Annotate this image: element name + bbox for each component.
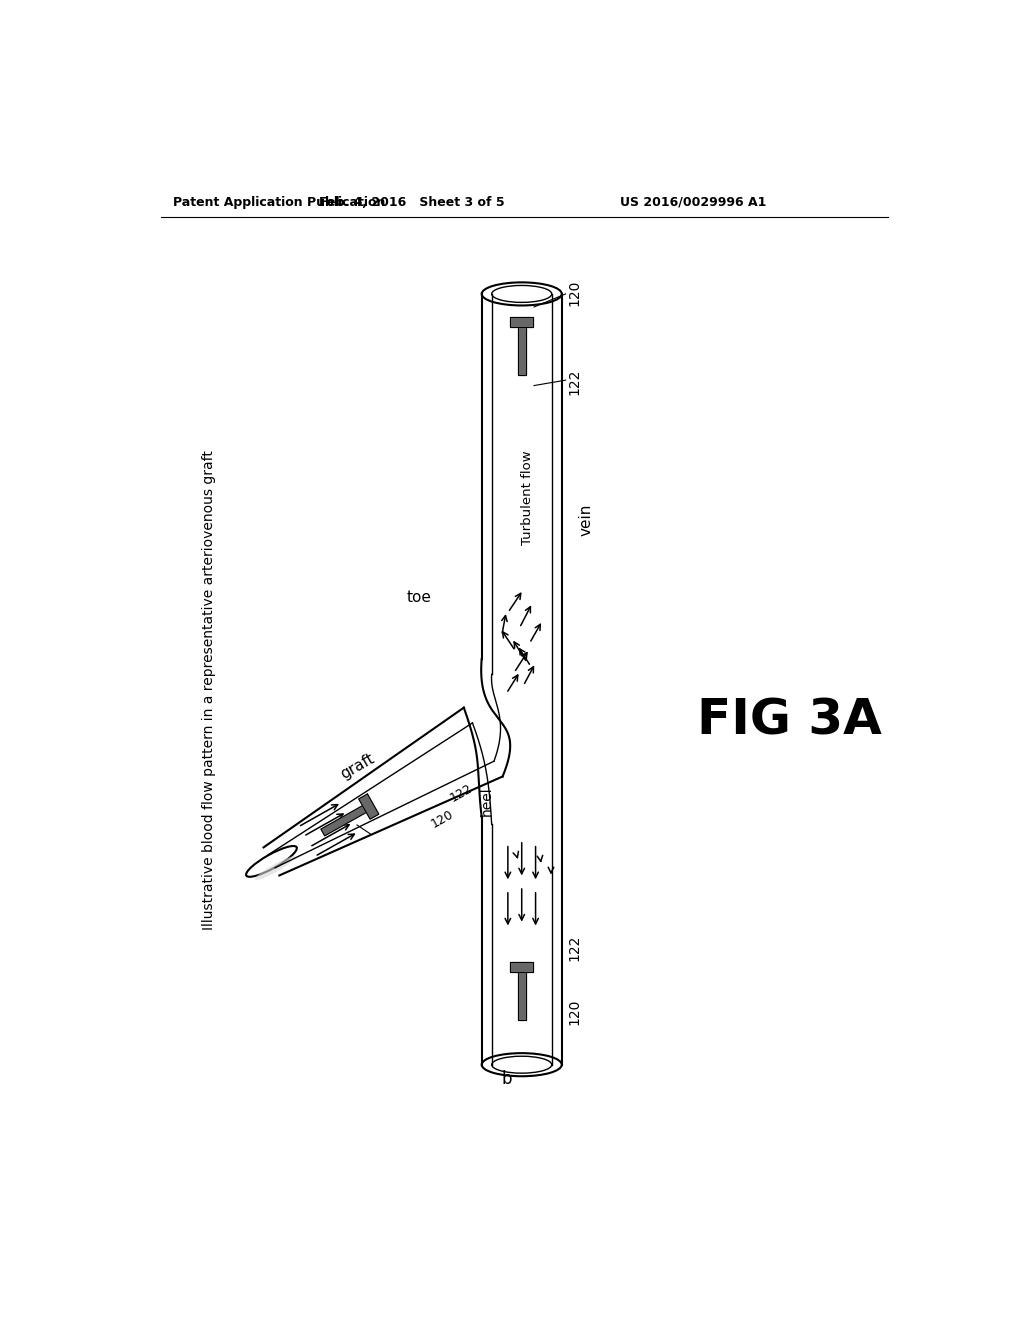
- Polygon shape: [518, 972, 525, 1019]
- Text: Feb. 4, 2016   Sheet 3 of 5: Feb. 4, 2016 Sheet 3 of 5: [318, 195, 505, 209]
- Text: 122: 122: [449, 783, 475, 805]
- Ellipse shape: [255, 857, 296, 880]
- Text: 120: 120: [429, 808, 456, 830]
- Text: heel: heel: [479, 787, 494, 816]
- Text: US 2016/0029996 A1: US 2016/0029996 A1: [620, 195, 766, 209]
- Text: Turbulent flow: Turbulent flow: [521, 450, 535, 545]
- Text: 122: 122: [567, 368, 582, 395]
- Text: vein: vein: [579, 504, 594, 536]
- Text: graft: graft: [338, 751, 378, 783]
- Polygon shape: [510, 317, 534, 327]
- Text: toe: toe: [407, 590, 432, 605]
- Polygon shape: [518, 327, 525, 375]
- Text: 120: 120: [567, 998, 582, 1024]
- Text: Illustrative blood flow pattern in a representative arteriovenous graft: Illustrative blood flow pattern in a rep…: [202, 450, 216, 929]
- Text: FIG 3A: FIG 3A: [696, 697, 882, 744]
- Text: 120: 120: [567, 280, 582, 306]
- Polygon shape: [321, 805, 367, 836]
- Text: b: b: [501, 1069, 512, 1088]
- Text: 122: 122: [567, 935, 582, 961]
- Polygon shape: [510, 962, 534, 972]
- Text: Patent Application Publication: Patent Application Publication: [173, 195, 385, 209]
- Polygon shape: [358, 795, 379, 820]
